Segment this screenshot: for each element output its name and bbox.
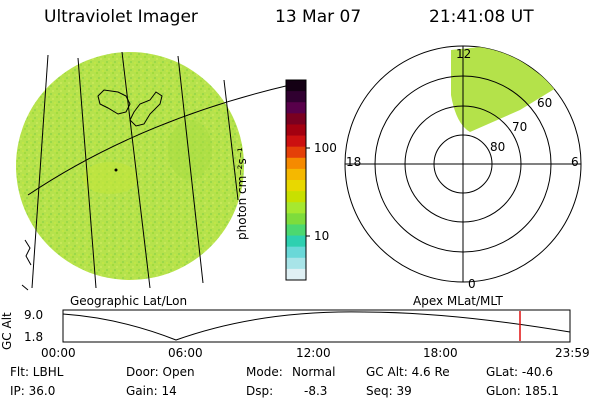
colorbar-step (286, 202, 306, 214)
altitude-xtick-4: 23:59 (555, 346, 590, 360)
colorbar-step (286, 124, 306, 137)
colorbar-step (286, 180, 306, 192)
time-label: 21:41:08 UT (429, 7, 534, 27)
polar-plot (344, 45, 582, 283)
status-seq: Seq: 39 (366, 384, 412, 398)
status-gc-alt: GC Alt: 4.6 Re (366, 365, 450, 379)
altitude-xtick-2: 12:00 (296, 346, 331, 360)
auroral-coverage (451, 46, 556, 132)
colorbar-step (286, 113, 306, 125)
colorbar-step (286, 191, 306, 203)
altitude-xtick-3: 18:00 (423, 346, 458, 360)
mlt-label-0: 0 (468, 277, 476, 291)
altitude-plot (62, 309, 571, 343)
colorbar-frame (285, 79, 307, 281)
colorbar (285, 79, 307, 281)
status-door: Door: Open (126, 365, 195, 379)
right-panel-caption: Apex MLat/MLT (413, 294, 503, 308)
status-dsp-value: -8.3 (304, 384, 328, 398)
colorbar-step (286, 224, 306, 237)
colorbar-step (286, 235, 306, 248)
colorbar-tick-10: 10 (314, 229, 330, 243)
status-glon: GLon: 185.1 (486, 384, 559, 398)
lat-label-70: 70 (512, 120, 528, 134)
coastline (97, 89, 131, 115)
colorbar-step (286, 268, 306, 281)
instrument-title: Ultraviolet Imager (44, 7, 198, 27)
colorbar-unit-label: photon cm⁻²s⁻¹ (235, 147, 249, 240)
altitude-xtick-1: 06:00 (168, 346, 203, 360)
date-label: 13 Mar 07 (275, 7, 362, 27)
status-gain: Gain: 14 (126, 384, 177, 398)
geographic-map (16, 51, 291, 291)
latitude-line (27, 84, 291, 196)
colorbar-step (286, 213, 306, 225)
colorbar-ticks (306, 147, 310, 237)
colorbar-step (286, 80, 306, 92)
colorbar-step (286, 257, 306, 270)
lat-label-80: 80 (490, 140, 506, 154)
longitude-lines (31, 51, 239, 289)
altitude-ytick-low: 1.8 (24, 330, 44, 344)
colorbar-step (286, 246, 306, 259)
status-mode-label: Mode: (246, 365, 283, 379)
mlt-label-12: 12 (456, 47, 472, 61)
altitude-ylabel: GC Alt (0, 312, 14, 350)
altitude-ytick-high: 9.0 (24, 308, 44, 322)
colorbar-step (286, 168, 306, 181)
mlt-label-18: 18 (346, 155, 362, 169)
left-panel-caption: Geographic Lat/Lon (70, 294, 188, 308)
colorbar-step (286, 146, 306, 159)
coastline-2 (129, 91, 163, 127)
colorbar-step (286, 135, 306, 148)
altitude-xtick-0: 00:00 (41, 346, 76, 360)
status-mode-value: Normal (292, 365, 336, 379)
altitude-curve (62, 311, 571, 341)
colorbar-step (286, 91, 306, 103)
colorbar-tick-100: 100 (314, 141, 337, 155)
status-dsp-label: Dsp: (246, 384, 274, 398)
status-filter: Flt: LBHL (10, 365, 64, 379)
colorbar-step (286, 157, 306, 170)
uv-disk-image (16, 52, 244, 280)
status-ip: IP: 36.0 (10, 384, 56, 398)
lat-label-60: 60 (537, 96, 553, 110)
status-glat: GLat: -40.6 (486, 365, 553, 379)
mlt-label-6: 6 (571, 155, 579, 169)
colorbar-step (286, 102, 306, 114)
